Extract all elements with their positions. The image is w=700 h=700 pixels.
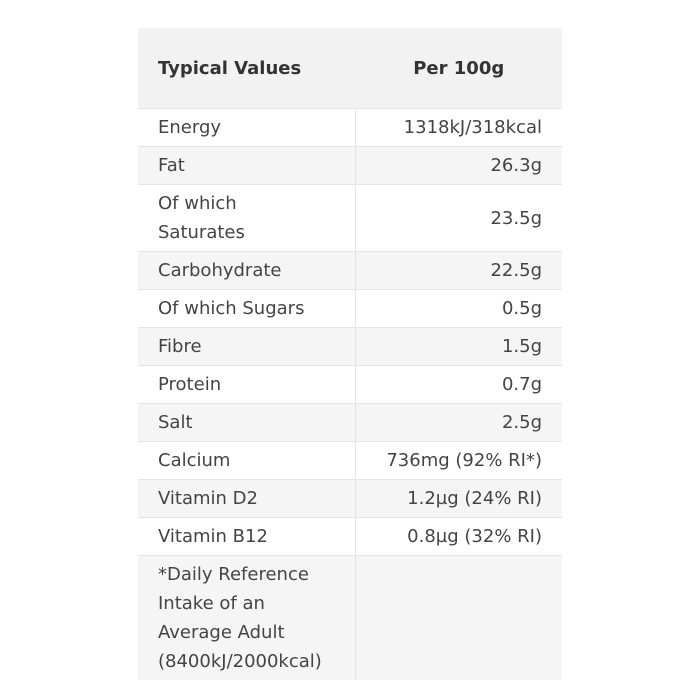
- table-row: Carbohydrate 22.5g: [138, 251, 562, 290]
- table-row: Fat 26.3g: [138, 146, 562, 185]
- table-row: Vitamin B12 0.8µg (32% RI): [138, 517, 562, 556]
- nutrient-name: Vitamin D2: [138, 479, 356, 518]
- footnote-row: *Daily Reference Intake of an Average Adul…: [138, 555, 562, 680]
- nutrient-name: Of which Saturates: [138, 184, 356, 252]
- nutrient-name: Vitamin B12: [138, 517, 356, 556]
- nutrient-name: Energy: [138, 108, 356, 147]
- nutrient-value: 26.3g: [355, 146, 562, 185]
- nutrient-name: Calcium: [138, 441, 356, 480]
- nutrient-value: 0.5g: [355, 289, 562, 328]
- footnote: *Daily Reference Intake of an Average Adul…: [138, 555, 356, 680]
- header-cell: Typical Values: [138, 28, 356, 109]
- empty-cell: [355, 555, 562, 680]
- nutrient-value: 22.5g: [355, 251, 562, 290]
- footnote-line: *Daily Reference: [158, 564, 309, 585]
- table-row: Of which Sugars 0.5g: [138, 289, 562, 328]
- table-row: Energy 1318kJ/318kcal: [138, 108, 562, 147]
- nutrient-value: 23.5g: [355, 184, 562, 252]
- nutrient-name: Fibre: [138, 327, 356, 366]
- footnote-line: Average Adult: [158, 622, 285, 643]
- nutrient-value: 1.2µg (24% RI): [355, 479, 562, 518]
- nutrition-table: Typical Values Per 100g Energy 1318kJ/318…: [138, 28, 562, 680]
- table-row: Protein 0.7g: [138, 365, 562, 404]
- header-row: Typical Values Per 100g: [138, 28, 562, 109]
- nutrient-name: Of which Sugars: [138, 289, 356, 328]
- nutrient-value: 1318kJ/318kcal: [355, 108, 562, 147]
- table-body: Energy 1318kJ/318kcal Fat 26.3g Of which Sat…: [138, 108, 562, 680]
- table-row: Calcium 736mg (92% RI*): [138, 441, 562, 480]
- nutrient-name: Protein: [138, 365, 356, 404]
- nutrient-value: 0.7g: [355, 365, 562, 404]
- footnote-line: Intake of an: [158, 593, 265, 614]
- table-row: Fibre 1.5g: [138, 327, 562, 366]
- nutrient-name: Carbohydrate: [138, 251, 356, 290]
- nutrient-name: Fat: [138, 146, 356, 185]
- footnote-line: (8400kJ/2000kcal): [158, 651, 322, 672]
- nutrient-value: 0.8µg (32% RI): [355, 517, 562, 556]
- table-row: Of which Saturates 23.5g: [138, 184, 562, 252]
- nutrient-value: 2.5g: [355, 403, 562, 442]
- nutrient-value: 736mg (92% RI*): [355, 441, 562, 480]
- header-cell: Per 100g: [355, 28, 562, 109]
- table-row: Salt 2.5g: [138, 403, 562, 442]
- nutrient-name: Salt: [138, 403, 356, 442]
- table-row: Vitamin D2 1.2µg (24% RI): [138, 479, 562, 518]
- nutrient-value: 1.5g: [355, 327, 562, 366]
